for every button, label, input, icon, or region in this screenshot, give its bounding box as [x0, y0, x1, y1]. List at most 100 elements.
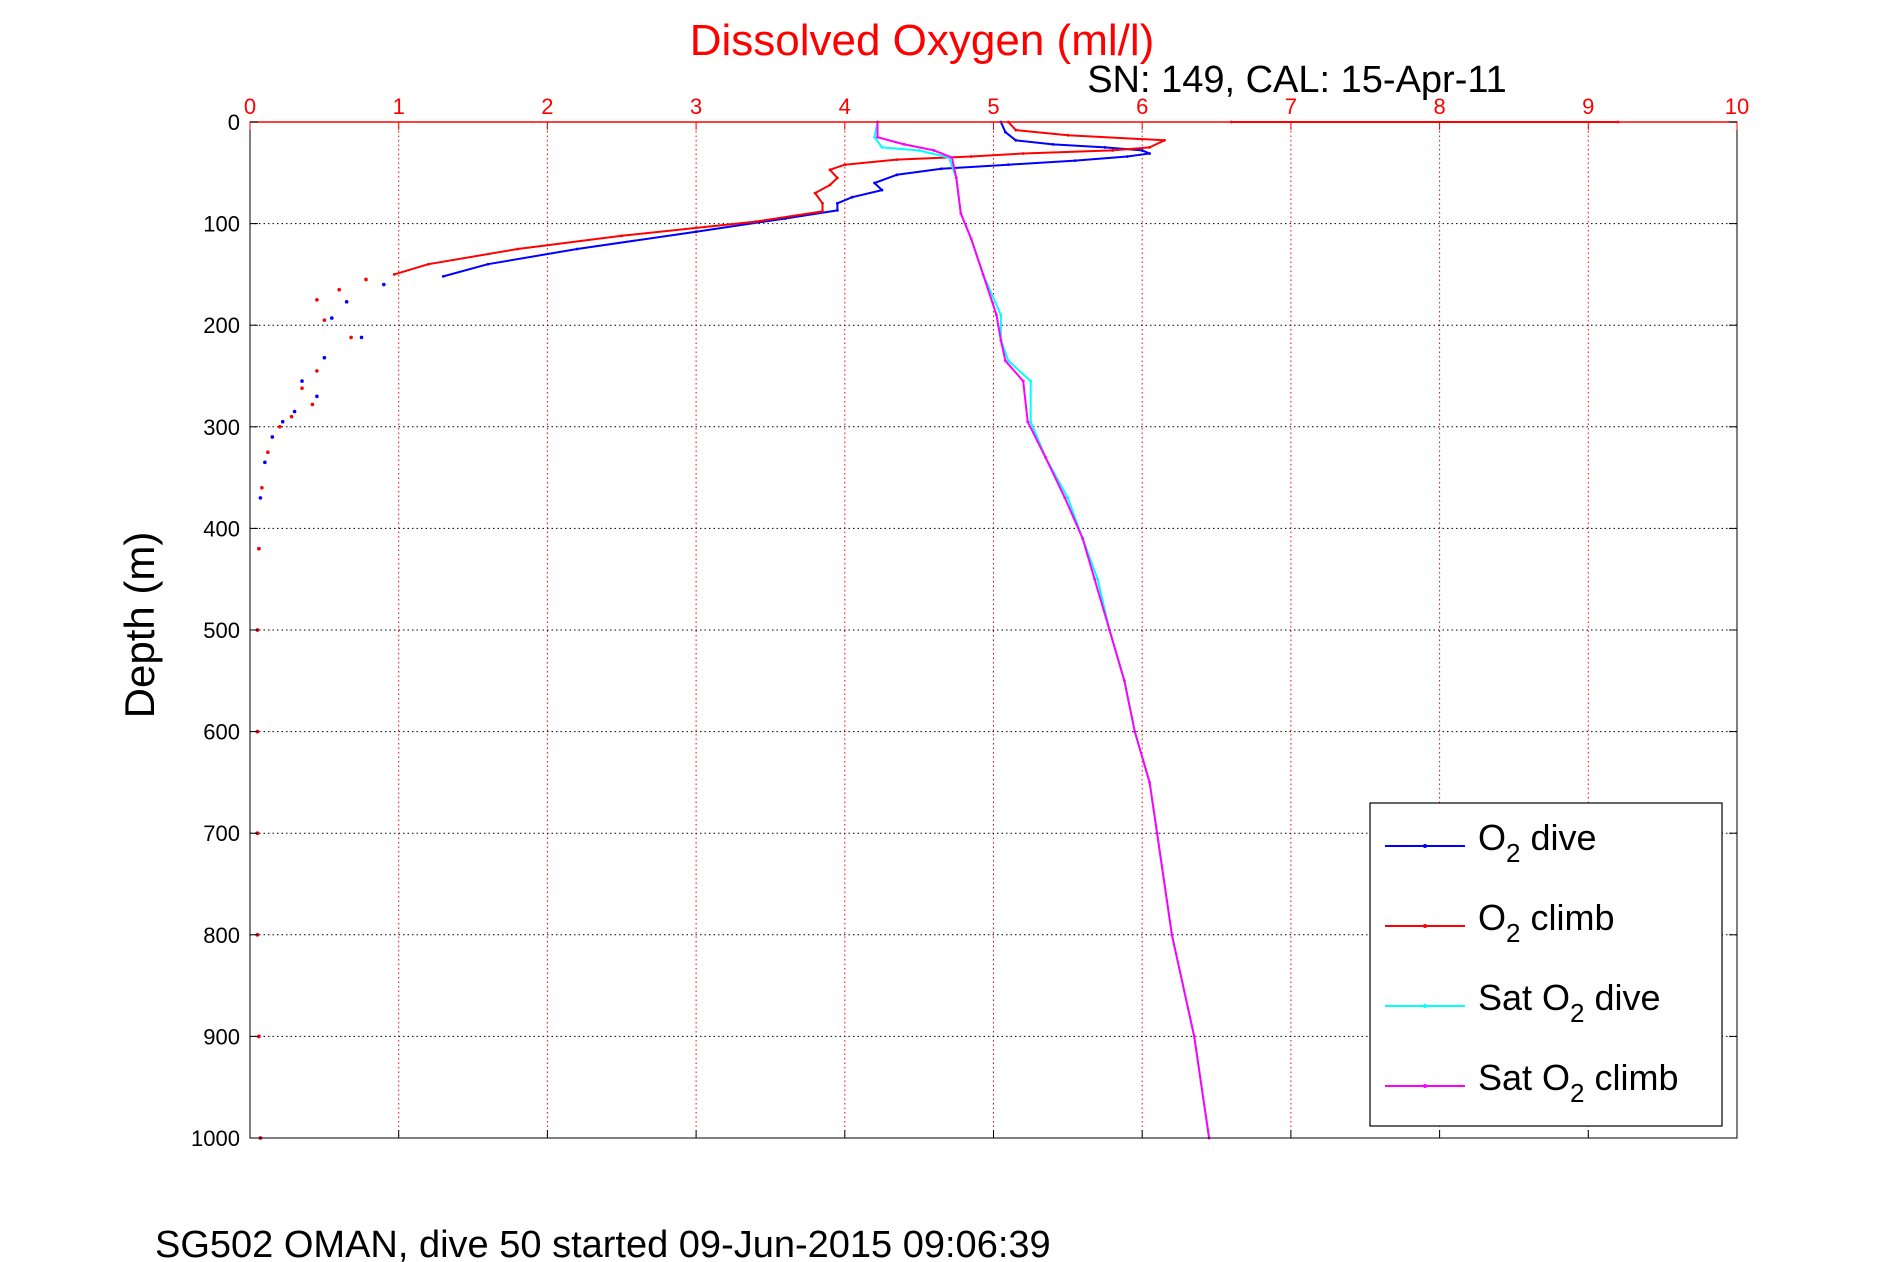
- data-point-sat-o2-climb: [959, 212, 963, 215]
- series-lines: [255, 120, 1620, 1140]
- data-point-sat-o2-climb: [932, 149, 936, 152]
- legend-marker: [1423, 1004, 1427, 1008]
- data-point-o2-dive: [850, 195, 854, 199]
- legend: O2 dive O2 climb Sat O2 dive Sat O2 climb: [1369, 802, 1723, 1127]
- data-point-o2-climb: [843, 163, 847, 167]
- data-point-o2-deep-dive: [258, 496, 263, 500]
- data-point-o2-climb: [392, 273, 396, 276]
- x-tick-label: 10: [1725, 94, 1749, 119]
- data-point-sat-o2-climb: [1026, 420, 1030, 424]
- data-point-sat-o2-dive: [917, 149, 921, 152]
- data-point-o2-dive: [486, 262, 490, 266]
- data-point-o2-deep-dive: [270, 435, 275, 439]
- data-point-o2-climb: [1066, 133, 1070, 137]
- data-point-o2-deep-dive: [359, 335, 364, 340]
- data-point-o2-dive: [1103, 146, 1107, 149]
- data-point-o2-deep-climb: [260, 485, 264, 490]
- data-point-o2-climb: [895, 158, 899, 161]
- data-point-sat-o2-climb: [1133, 730, 1137, 733]
- data-point-o2-deep-dive: [292, 409, 297, 414]
- data-point-sat-o2-climb: [999, 339, 1003, 342]
- y-ticks: 0 100 200 300 400 500 600 700 800 900 1000: [191, 110, 1737, 1151]
- data-point-o2-dive: [694, 230, 698, 234]
- data-point-sat-o2-climb: [1093, 577, 1097, 581]
- data-point-o2-deep-climb: [310, 402, 315, 407]
- data-point-sat-o2-climb: [902, 142, 906, 146]
- data-point-sat-o2-dive: [880, 146, 884, 149]
- data-point-o2-dive: [441, 275, 445, 278]
- y-tick-label: 400: [203, 516, 240, 541]
- data-point-sat-o2-dive: [1066, 496, 1070, 500]
- data-point-sat-o2-climb: [1108, 628, 1111, 632]
- x-tick-label: 7: [1285, 94, 1297, 119]
- data-point-sat-o2-climb: [1044, 455, 1047, 459]
- data-point-o2-deep-dive: [315, 394, 319, 399]
- x-tick-label: 1: [393, 94, 405, 119]
- x-tick-label: 8: [1433, 94, 1445, 119]
- y-tick-label: 500: [203, 618, 240, 643]
- x-tick-label: 4: [839, 94, 851, 119]
- series-line-sat-o2-climb: [876, 122, 1211, 1139]
- data-point-o2-dive: [1148, 152, 1152, 155]
- data-point-o2-deep-climb: [289, 414, 294, 419]
- data-point-o2-dive: [835, 201, 839, 205]
- data-point-o2-deep-dive: [322, 355, 327, 360]
- data-point-sat-o2-dive: [1096, 577, 1099, 581]
- data-point-o2-deep-climb: [315, 298, 319, 302]
- data-point-o2-climb: [1021, 152, 1025, 155]
- data-point-sat-o2-dive: [999, 313, 1003, 317]
- y-tick-label: 1000: [191, 1126, 240, 1151]
- data-point-o2-climb: [1014, 128, 1018, 132]
- data-point-o2-deep-climb: [364, 277, 368, 282]
- data-point-o2-deep-climb: [266, 450, 270, 455]
- data-point-o2-deep-dive: [382, 282, 386, 287]
- data-point-sat-o2-climb: [1155, 831, 1159, 835]
- y-axis-label: Depth (m): [116, 532, 163, 719]
- data-point-o2-climb: [821, 210, 824, 213]
- x-ticks: 0 1 2 3 4 5 6 7 8 9 10: [244, 94, 1749, 1138]
- data-point-o2-dive: [1073, 159, 1077, 163]
- data-point-o2-climb: [754, 220, 757, 223]
- y-tick-label: 200: [203, 313, 240, 338]
- data-point-o2-deep-climb: [257, 1034, 261, 1039]
- data-point-sat-o2-climb: [981, 273, 985, 276]
- data-point-o2-deep-climb: [257, 546, 261, 551]
- y-tick-label: 700: [203, 821, 240, 846]
- data-point-o2-climb: [813, 191, 817, 195]
- data-point-o2-deep-climb: [349, 335, 353, 340]
- data-point-sat-o2-dive: [1029, 420, 1033, 424]
- data-point-sat-o2-climb: [1063, 496, 1067, 500]
- data-point-o2-deep-dive: [300, 379, 304, 383]
- data-point-sat-o2-climb: [1170, 933, 1174, 937]
- legend-box: [1369, 802, 1723, 1127]
- data-point-o2-climb: [516, 247, 520, 251]
- legend-label-o2-dive: O2 dive: [1478, 817, 1597, 868]
- x-tick-label: 6: [1136, 94, 1148, 119]
- data-point-o2-dive: [835, 208, 839, 212]
- data-point-o2-deep-climb: [277, 425, 282, 429]
- data-point-sat-o2-climb: [1148, 781, 1152, 784]
- chart-subtitle: SN: 149, CAL: 15-Apr-11: [1087, 59, 1507, 101]
- y-tick-label: 300: [203, 415, 240, 440]
- x-tick-label: 9: [1582, 94, 1594, 119]
- data-point-o2-deep-dive: [329, 316, 334, 320]
- data-point-o2-dive: [880, 188, 884, 192]
- data-point-sat-o2-climb: [954, 176, 958, 180]
- data-point-o2-deep-climb: [337, 287, 342, 292]
- data-point-sat-o2-climb: [969, 237, 973, 241]
- data-point-sat-o2-climb: [1021, 379, 1025, 383]
- data-point-o2-dive: [1014, 138, 1018, 142]
- data-point-o2-climb: [1163, 138, 1166, 142]
- data-point-sat-o2-climb: [1192, 1035, 1196, 1038]
- data-point-o2-climb: [835, 176, 839, 180]
- data-point-sat-o2-dive: [873, 135, 876, 139]
- data-point-sat-o2-climb: [950, 156, 954, 159]
- data-point-o2-climb: [828, 168, 832, 172]
- legend-marker: [1423, 924, 1427, 928]
- x-tick-label: 0: [244, 94, 256, 119]
- data-point-o2-dive: [1006, 163, 1010, 167]
- data-point-o2-climb: [828, 183, 832, 187]
- data-point-o2-dive: [1125, 155, 1129, 158]
- legend-label-sat-o2-climb: Sat O2 climb: [1478, 1057, 1679, 1108]
- data-point-o2-climb: [620, 234, 624, 238]
